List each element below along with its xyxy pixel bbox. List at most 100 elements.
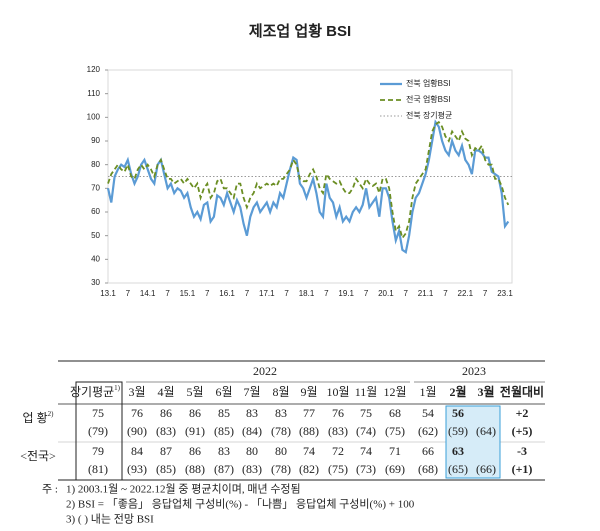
table-cell: 80	[275, 444, 287, 458]
x-tick-label: 20.1	[378, 289, 394, 298]
table-cell: 86	[189, 444, 201, 458]
table-cell: (74)	[356, 424, 376, 438]
row-label-text: 업 황	[23, 411, 48, 425]
table-cell: 86	[160, 406, 172, 420]
table-cell: (+1)	[512, 462, 533, 476]
x-tick-label: 14.1	[140, 289, 156, 298]
table-cell: 87	[160, 444, 172, 458]
table-cell: (73)	[356, 462, 376, 476]
note: 1) 2003.1월 ~ 2022.12월 중 평균치이며, 매년 수정됨	[66, 483, 301, 496]
x-tick-label: 7	[284, 289, 289, 298]
column-header: 전월대비	[500, 384, 544, 399]
table-cell: (87)	[214, 462, 234, 476]
table-cell: (90)	[127, 424, 147, 438]
column-header: 장기평균1)	[70, 384, 121, 399]
x-tick-label: 19.1	[338, 289, 354, 298]
footnote-mark: 1)	[114, 384, 121, 392]
table-cell: +2	[516, 406, 529, 420]
table-cell: (69)	[385, 462, 405, 476]
table-cell: (83)	[242, 462, 262, 476]
table-cell: (64)	[476, 424, 496, 438]
table-cell: -3	[517, 444, 527, 458]
table-cell: (75)	[385, 424, 405, 438]
table-cell: (91)	[185, 424, 205, 438]
table-cell: (62)	[418, 424, 438, 438]
x-tick-label: 15.1	[180, 289, 196, 298]
table-cell: (85)	[214, 424, 234, 438]
table-cell: 75	[92, 406, 104, 420]
table-cell: (88)	[185, 462, 205, 476]
x-tick-label: 7	[443, 289, 448, 298]
table-cell: 66	[422, 444, 434, 458]
table-cell: 63	[452, 444, 464, 458]
table-cell: 86	[189, 406, 201, 420]
x-tick-label: 18.1	[299, 289, 315, 298]
note: 2) BSI = 「좋음」 응답업체 구성비(%) - 「나쁨」 응답업체 구성…	[66, 498, 415, 511]
x-tick-label: 7	[404, 289, 409, 298]
footnote-mark: 2)	[48, 410, 55, 418]
y-tick-label: 30	[91, 278, 100, 287]
table-cell: (78)	[271, 462, 291, 476]
x-tick-label: 7	[165, 289, 170, 298]
table-cell: 56	[452, 406, 464, 420]
legend-label: 전북 업황BSI	[406, 78, 451, 88]
x-tick-label: 7	[245, 289, 250, 298]
column-header: 5월	[186, 385, 203, 399]
table-cell: 83	[275, 406, 287, 420]
column-header: 12월	[383, 385, 406, 399]
y-tick-label: 90	[91, 136, 100, 145]
x-tick-label: 21.1	[418, 289, 434, 298]
table-cell: (+5)	[512, 424, 533, 438]
column-header: 2월	[449, 384, 466, 399]
x-tick-label: 7	[483, 289, 488, 298]
table-cell: 76	[332, 406, 344, 420]
column-header: 4월	[157, 385, 174, 399]
table-cell: (59)	[448, 424, 468, 438]
y-tick-label: 100	[87, 112, 101, 121]
y-tick-label: 80	[91, 160, 100, 169]
x-tick-label: 13.1	[100, 289, 116, 298]
y-tick-label: 110	[87, 89, 100, 98]
table-cell: (81)	[88, 462, 108, 476]
table-cell: 83	[246, 406, 258, 420]
y-tick-label: 50	[91, 231, 100, 240]
column-header: 1월	[419, 385, 436, 399]
y-tick-label: 60	[91, 207, 100, 216]
x-tick-label: 16.1	[219, 289, 235, 298]
table-cell: 84	[131, 444, 143, 458]
column-header: 7월	[243, 385, 260, 399]
table-cell: (66)	[476, 462, 496, 476]
legend-label: 전북 장기평균	[406, 110, 452, 120]
column-header: 9월	[300, 385, 317, 399]
x-tick-label: 7	[126, 289, 131, 298]
x-tick-label: 23.1	[497, 289, 513, 298]
column-header: 10월	[326, 385, 349, 399]
table-cell: (75)	[328, 462, 348, 476]
row-label-text: <전국>	[20, 449, 56, 463]
column-header: 11월	[355, 385, 378, 399]
year-header: 2023	[462, 364, 486, 378]
column-header: 8월	[272, 385, 289, 399]
x-tick-label: 17.1	[259, 289, 275, 298]
y-tick-label: 120	[87, 65, 101, 74]
note: 3) ( ) 내는 전망 BSI	[66, 513, 154, 526]
x-tick-label: 7	[364, 289, 369, 298]
y-tick-label: 40	[91, 254, 100, 263]
column-header-text: 장기평균	[70, 385, 114, 399]
table-cell: 77	[303, 406, 315, 420]
table-cell: 72	[332, 444, 344, 458]
table-cell: (83)	[156, 424, 176, 438]
table-cell: (68)	[418, 462, 438, 476]
x-tick-label: 7	[205, 289, 210, 298]
table-cell: 68	[389, 406, 401, 420]
table-cell: 74	[303, 444, 315, 458]
column-header: 3월	[477, 384, 494, 399]
table-cell: (88)	[299, 424, 319, 438]
table-cell: (65)	[448, 462, 468, 476]
x-tick-label: 7	[324, 289, 329, 298]
year-header: 2022	[253, 364, 277, 378]
table-cell: (84)	[242, 424, 262, 438]
legend-label: 전국 업황BSI	[406, 94, 451, 104]
chart-title: 제조업 업황 BSI	[249, 22, 351, 40]
table-cell: (82)	[299, 462, 319, 476]
